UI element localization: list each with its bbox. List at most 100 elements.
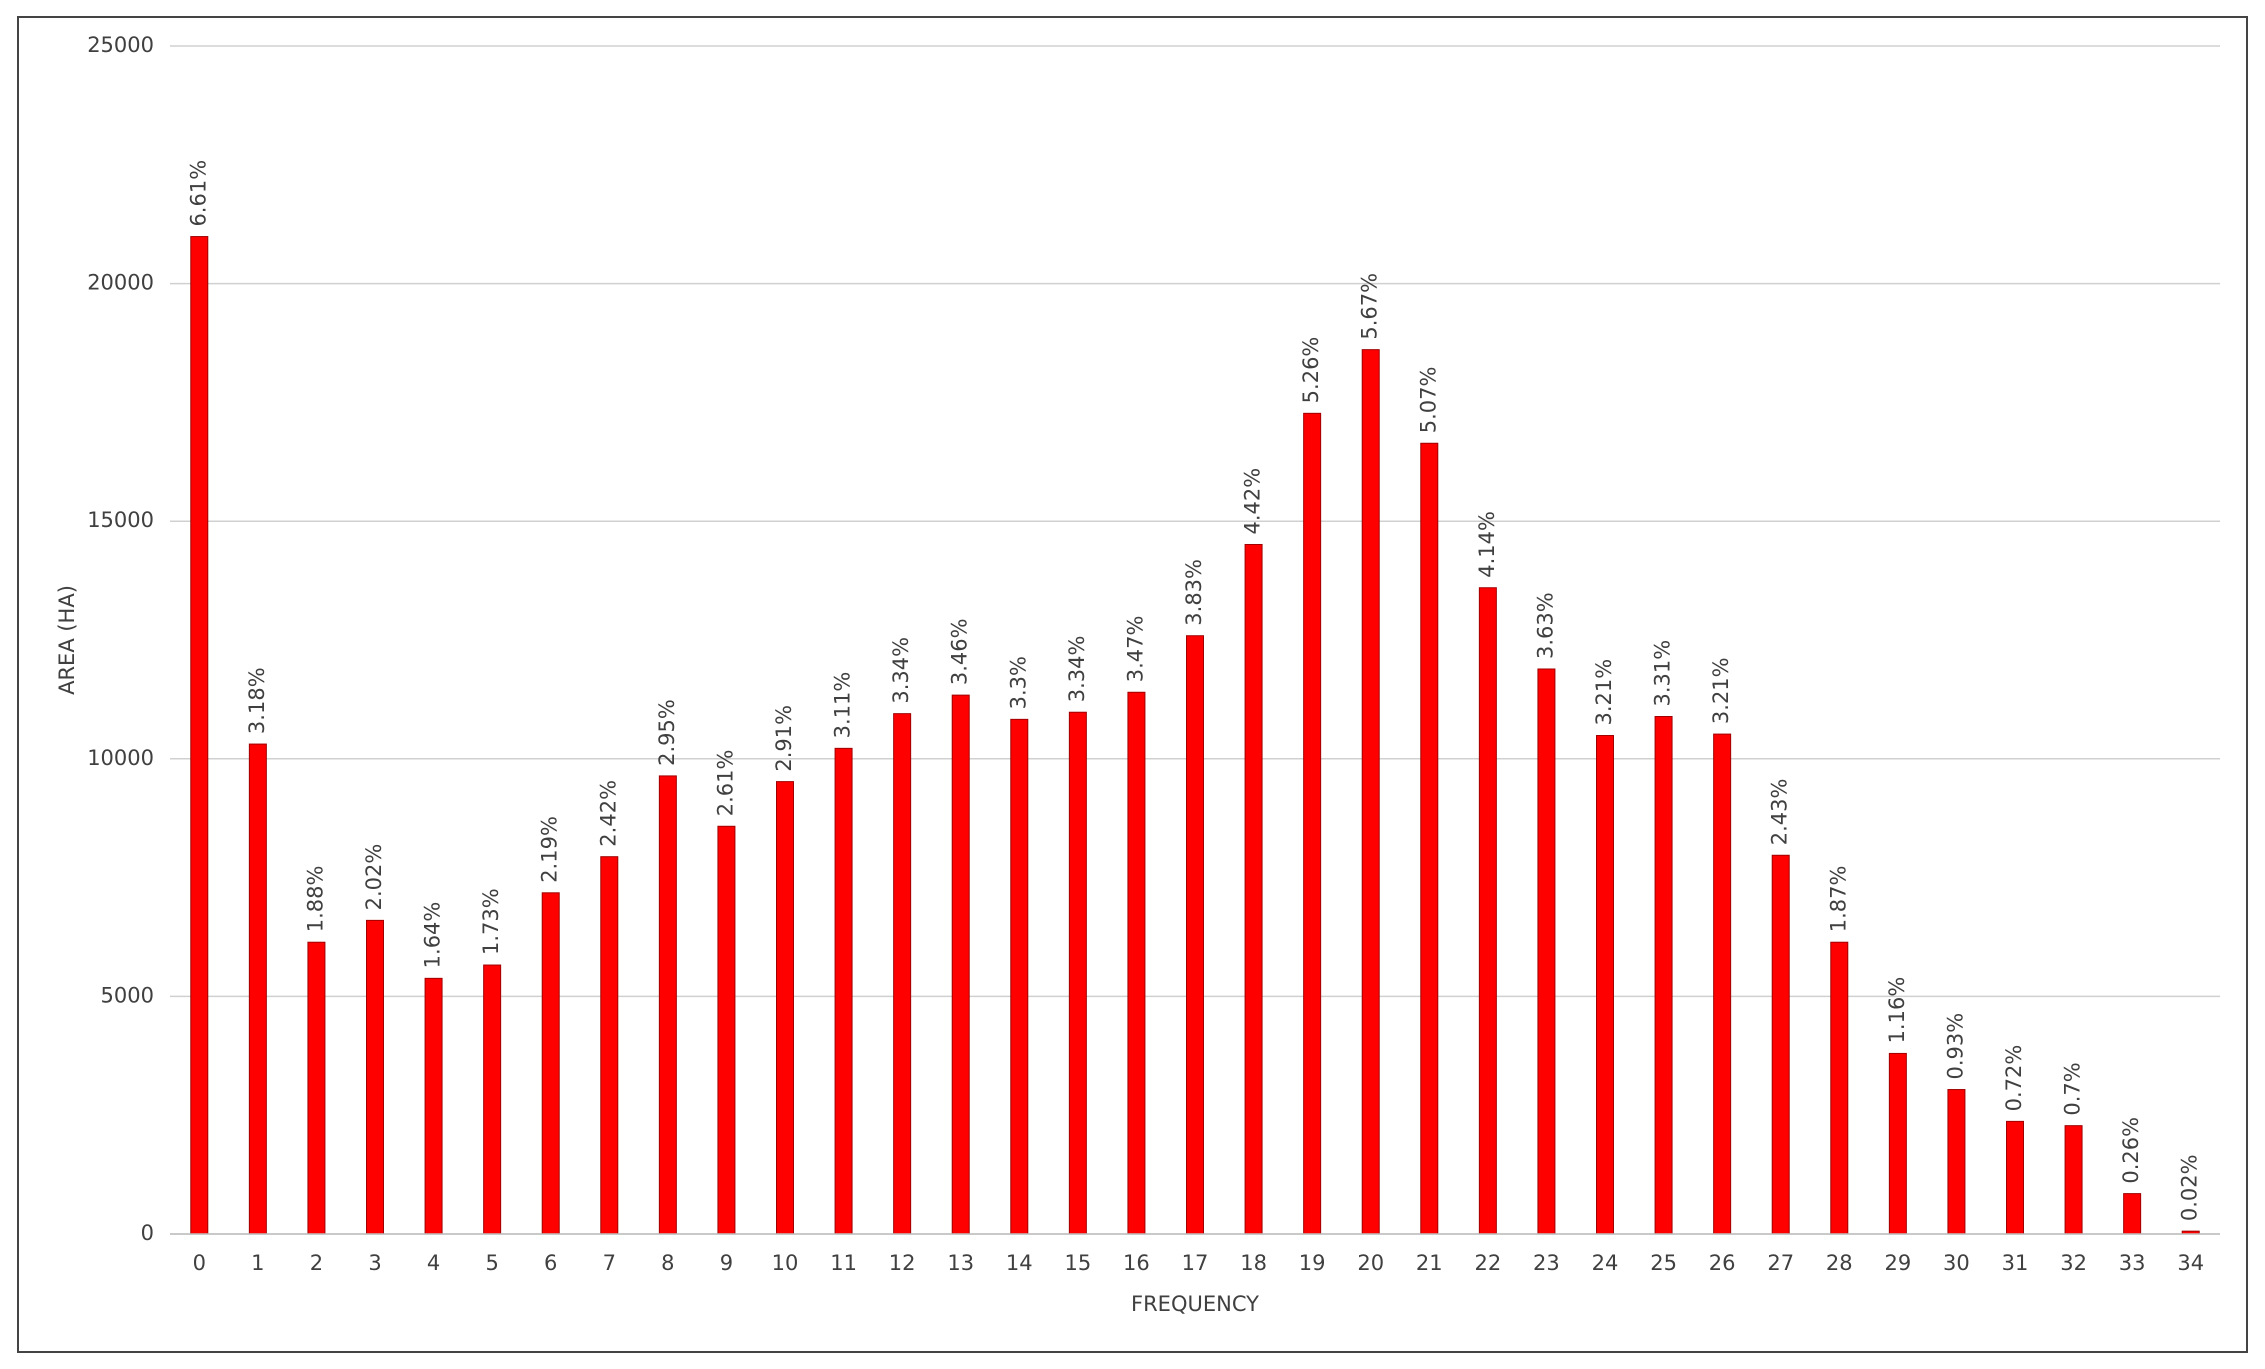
x-tick-label: 23 — [1533, 1251, 1560, 1275]
bar — [307, 941, 326, 1235]
x-tick-label: 12 — [889, 1251, 916, 1275]
data-label: 3.31% — [1651, 640, 1675, 707]
bar — [1010, 718, 1029, 1235]
x-tick-label: 28 — [1826, 1251, 1853, 1275]
x-tick-label: 29 — [1884, 1251, 1911, 1275]
x-tick-label: 7 — [603, 1251, 616, 1275]
y-tick-label: 5000 — [101, 983, 154, 1007]
data-label: 0.02% — [2178, 1154, 2202, 1221]
data-label: 1.73% — [479, 888, 503, 955]
bar — [2064, 1125, 2083, 1235]
x-tick-label: 14 — [1006, 1251, 1033, 1275]
data-label: 3.21% — [1592, 659, 1616, 726]
bar — [1068, 711, 1087, 1235]
x-tick-label: 4 — [427, 1251, 440, 1275]
x-tick-label: 33 — [2119, 1251, 2146, 1275]
bar — [541, 892, 560, 1235]
x-tick-label: 31 — [2002, 1251, 2029, 1275]
bar — [1771, 854, 1790, 1235]
x-tick-label: 5 — [485, 1251, 498, 1275]
bar — [1303, 412, 1322, 1235]
data-label: 3.11% — [831, 672, 855, 739]
bar — [1596, 735, 1614, 1235]
x-tick-label: 1 — [251, 1251, 264, 1275]
bar — [2006, 1120, 2024, 1235]
x-tick-label: 9 — [720, 1251, 733, 1275]
x-tick-label: 25 — [1650, 1251, 1677, 1275]
bar — [1244, 543, 1263, 1235]
data-label: 4.42% — [1241, 468, 1265, 535]
data-label: 2.19% — [538, 816, 562, 883]
bar — [1654, 716, 1673, 1235]
x-tick-label: 34 — [2177, 1251, 2204, 1275]
data-label: 2.91% — [772, 705, 796, 772]
data-label: 1.16% — [1885, 977, 1909, 1044]
data-label: 2.42% — [596, 780, 620, 847]
x-tick-label: 6 — [544, 1251, 557, 1275]
data-label: 0.26% — [2119, 1117, 2143, 1184]
data-label: 6.61% — [186, 160, 210, 227]
x-tick-label: 24 — [1592, 1251, 1619, 1275]
x-tick-label: 20 — [1357, 1251, 1384, 1275]
bar — [1830, 941, 1849, 1235]
bar — [2123, 1193, 2142, 1235]
bar — [1713, 733, 1732, 1235]
y-tick-label: 15000 — [87, 508, 154, 532]
x-tick-label: 22 — [1474, 1251, 1501, 1275]
y-tick-label: 25000 — [87, 33, 154, 57]
data-label: 3.47% — [1123, 616, 1147, 683]
y-axis-label: AREA (HA) — [55, 585, 79, 695]
x-tick-label: 10 — [772, 1251, 799, 1275]
bar — [1888, 1052, 1907, 1235]
bar — [834, 747, 853, 1235]
bar — [1420, 442, 1439, 1235]
x-tick-label: 21 — [1416, 1251, 1443, 1275]
x-tick-label: 15 — [1064, 1251, 1091, 1275]
bar — [1478, 587, 1497, 1235]
bar — [893, 713, 912, 1235]
data-label: 1.88% — [303, 866, 327, 933]
bar — [1186, 635, 1204, 1235]
x-tick-label: 18 — [1240, 1251, 1267, 1275]
data-label: 2.02% — [362, 844, 386, 911]
x-tick-label: 17 — [1182, 1251, 1209, 1275]
data-label: 3.18% — [245, 667, 269, 734]
x-tick-label: 3 — [368, 1251, 381, 1275]
data-label: 3.34% — [1065, 636, 1089, 703]
bar — [951, 694, 970, 1235]
x-tick-label: 11 — [830, 1251, 857, 1275]
bar — [424, 977, 443, 1235]
data-label: 0.93% — [1943, 1013, 1967, 1080]
x-tick-label: 16 — [1123, 1251, 1150, 1275]
bar — [483, 964, 502, 1235]
data-label: 3.83% — [1182, 559, 1206, 626]
y-tick-label: 20000 — [87, 271, 154, 295]
bar — [1537, 668, 1556, 1235]
data-label: 3.21% — [1709, 657, 1733, 724]
bar — [658, 775, 677, 1235]
x-tick-label: 13 — [947, 1251, 974, 1275]
bar — [776, 781, 794, 1235]
data-label: 0.7% — [2061, 1062, 2085, 1115]
data-label: 1.64% — [421, 902, 445, 969]
x-tick-label: 0 — [193, 1251, 206, 1275]
bar — [190, 236, 209, 1235]
data-label: 3.34% — [889, 637, 913, 704]
x-tick-label: 32 — [2060, 1251, 2087, 1275]
data-label: 0.72% — [2002, 1045, 2026, 1112]
data-label: 5.67% — [1358, 273, 1382, 340]
x-axis-label: FREQUENCY — [1131, 1292, 1259, 1316]
data-label: 3.63% — [1533, 592, 1557, 659]
x-tick-label: 27 — [1767, 1251, 1794, 1275]
x-tick-label: 26 — [1709, 1251, 1736, 1275]
data-label: 3.46% — [948, 618, 972, 685]
data-label: 1.87% — [1826, 866, 1850, 933]
x-tick-label: 2 — [310, 1251, 323, 1275]
x-tick-label: 19 — [1299, 1251, 1326, 1275]
bar — [1361, 349, 1380, 1235]
data-label: 5.26% — [1299, 337, 1323, 404]
data-label: 3.3% — [1006, 656, 1030, 709]
x-tick-label: 8 — [661, 1251, 674, 1275]
x-tick-label: 30 — [1943, 1251, 1970, 1275]
